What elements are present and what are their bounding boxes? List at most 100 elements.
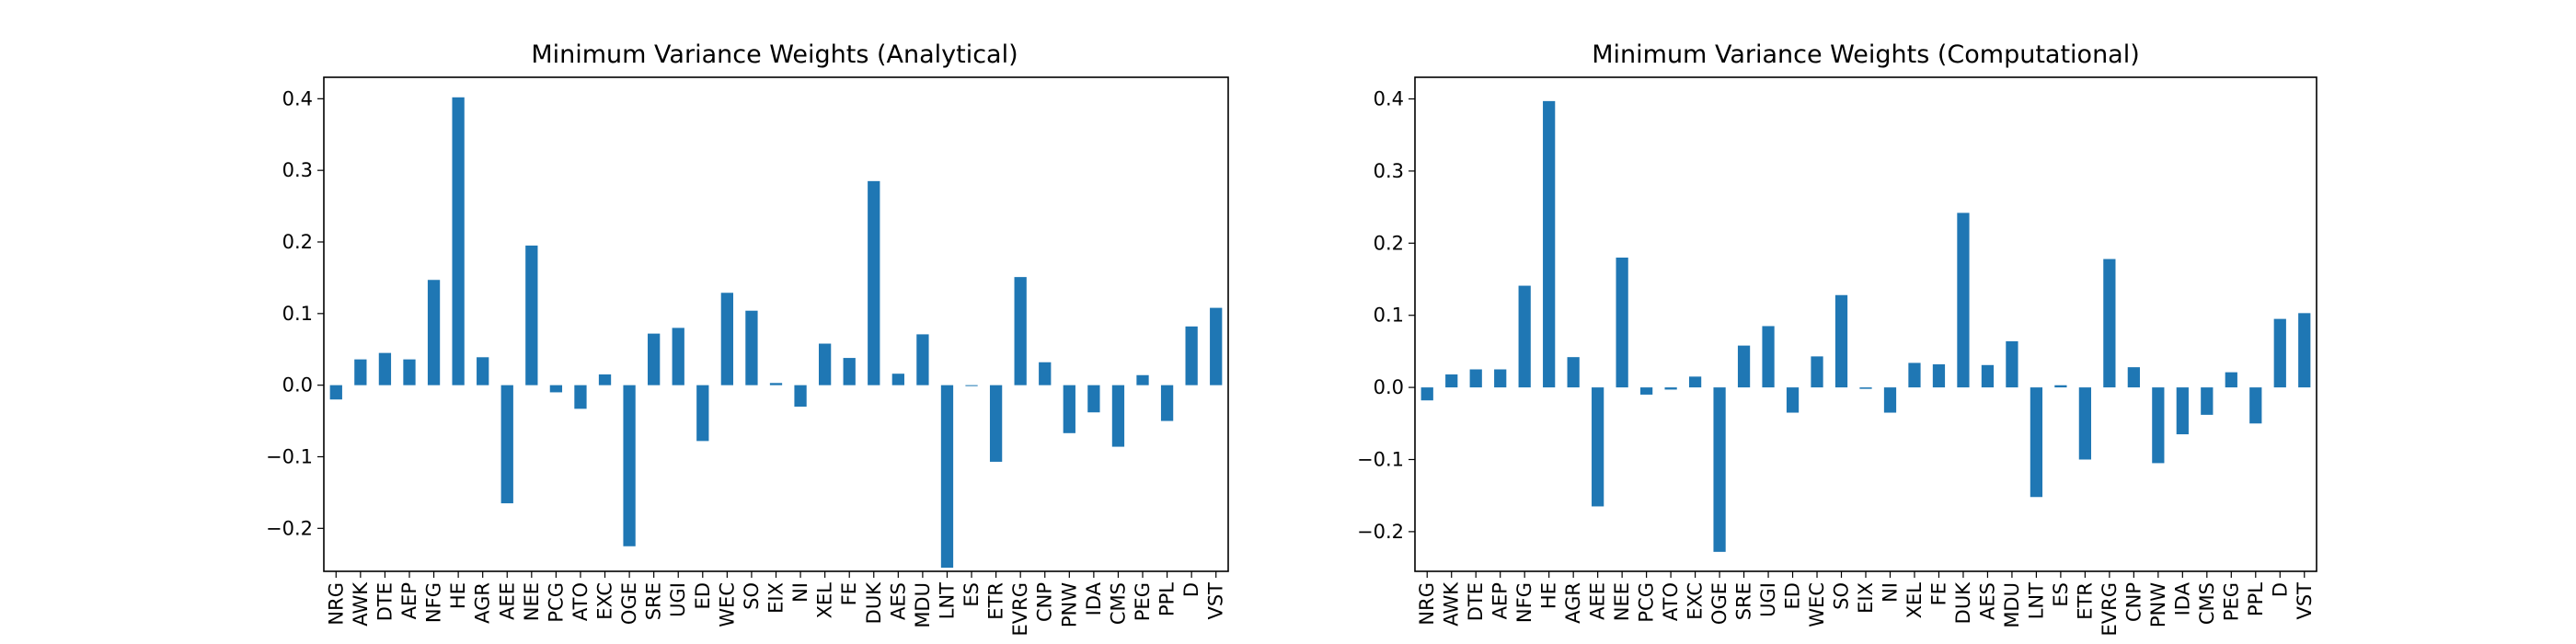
x-tick-label-analytical: PNW [1058,582,1080,627]
bar-ppl-analytical [1160,385,1174,421]
y-tick-label-analytical: 0.2 [282,231,313,253]
y-tick-label-analytical: 0.4 [282,87,313,109]
x-tick-label-computational: ATO [1660,582,1682,621]
bar-ida-computational [2176,387,2189,435]
x-tick-label-computational: CMS [2196,582,2218,625]
x-tick-label-analytical: UGI [667,582,689,617]
bar-etr-computational [2078,387,2091,460]
x-tick-label-analytical: NEE [521,582,543,621]
x-tick-label-analytical: ETR [985,582,1007,620]
x-tick-label-computational: ED [1782,582,1804,609]
x-tick-label-computational: LNT [2025,582,2047,619]
bar-ni-computational [1883,387,1897,413]
x-tick-label-analytical: ED [692,582,714,609]
chart-title-analytical: Minimum Variance Weights (Analytical) [531,40,1018,69]
bar-wec-analytical [720,293,734,385]
x-tick-label-analytical: AEP [398,582,420,619]
bar-agr-computational [1567,357,1580,388]
bar-nfg-computational [1518,285,1531,388]
x-tick-label-computational: EIX [1855,582,1877,614]
x-tick-label-analytical: MDU [912,582,934,628]
x-tick-label-computational: NI [1879,582,1901,603]
y-tick-label-computational: 0.2 [1374,232,1404,254]
x-tick-label-computational: NRG [1416,582,1438,626]
x-tick-label-analytical: AGR [472,582,494,624]
x-tick-label-computational: DTE [1465,582,1487,621]
bar-sre-computational [1737,345,1751,388]
x-tick-label-computational: UGI [1757,582,1779,617]
x-tick-label-analytical: XEL [814,582,836,619]
x-tick-label-computational: NFG [1513,582,1535,623]
x-tick-label-analytical: AES [887,582,909,620]
x-tick-label-analytical: ATO [569,582,592,621]
axes-frame-analytical [323,76,1229,572]
x-tick-label-analytical: CNP [1034,582,1056,622]
x-tick-label-computational: XEL [1903,582,1926,619]
y-tick-label-computational: 0.1 [1374,305,1404,327]
bar-mdu-analytical [916,334,929,385]
bar-he-computational [1543,100,1556,388]
x-tick-label-analytical: EIX [765,582,788,614]
x-tick-label-computational: EVRG [2099,582,2121,637]
bar-so-analytical [745,310,758,385]
bar-nfg-analytical [427,280,441,385]
bar-vst-analytical [1210,307,1223,385]
bar-xel-analytical [818,343,832,385]
x-tick-label-analytical: PCG [545,582,567,623]
bar-eix-computational [1859,387,1872,389]
x-tick-label-computational: PEG [2220,582,2242,621]
x-tick-label-analytical: VST [1205,582,1227,620]
x-tick-label-computational: SO [1831,582,1853,610]
x-tick-label-computational: ES [2050,582,2072,607]
bar-nee-analytical [525,245,538,385]
x-tick-label-analytical: PPL [1156,582,1179,616]
bar-awk-analytical [354,359,367,385]
axes-frame-computational [1414,76,2317,572]
x-tick-label-computational: PCG [1636,582,1658,623]
bar-peg-computational [2225,372,2237,388]
bar-ato-computational [1664,387,1677,390]
bar-fe-analytical [843,358,856,385]
bar-aes-analytical [891,374,904,385]
bar-ugi-computational [1762,326,1775,388]
y-tick-label-computational: −0.1 [1357,448,1404,470]
bar-oge-computational [1713,387,1726,552]
x-tick-label-computational: SRE [1733,582,1755,620]
x-tick-label-computational: AWK [1441,581,1463,627]
bar-dte-analytical [378,352,392,385]
bar-oge-analytical [623,385,636,546]
x-tick-label-computational: IDA [2171,581,2193,615]
x-tick-label-computational: PNW [2147,582,2169,627]
x-tick-label-computational: AEE [1587,582,1609,620]
bar-aep-computational [1494,369,1507,388]
bar-vst-computational [2298,313,2311,388]
bar-awk-computational [1445,374,1458,388]
bar-cms-analytical [1111,385,1125,447]
x-tick-label-computational: PPL [2245,582,2267,616]
x-tick-label-analytical: NFG [423,582,445,623]
x-tick-label-analytical: D [1180,582,1202,597]
bar-exc-analytical [598,374,612,385]
x-tick-label-analytical: ES [960,582,983,607]
bar-peg-analytical [1136,374,1149,385]
y-tick-label-analytical: 0.0 [282,374,313,397]
y-tick-label-analytical: −0.2 [266,517,313,539]
bar-mdu-computational [2006,340,2018,388]
x-tick-label-analytical: LNT [936,582,958,619]
x-tick-label-analytical: AEE [496,582,518,620]
bar-d-analytical [1185,326,1198,385]
x-tick-label-computational: AES [1976,582,1998,620]
bar-nee-computational [1616,257,1628,388]
bar-etr-analytical [989,385,1003,462]
bar-pnw-analytical [1063,385,1075,433]
bar-cnp-computational [2127,367,2140,388]
x-tick-label-analytical: PEG [1132,582,1154,621]
x-tick-label-computational: NEE [1611,582,1633,621]
bar-fe-computational [1932,364,1946,388]
x-tick-label-computational: EXC [1685,582,1707,620]
x-tick-label-analytical: WEC [716,582,738,627]
x-tick-label-analytical: DTE [374,582,396,621]
bar-ed-analytical [696,385,709,442]
bar-aep-analytical [403,359,416,385]
x-tick-label-computational: FE [1927,582,1949,605]
